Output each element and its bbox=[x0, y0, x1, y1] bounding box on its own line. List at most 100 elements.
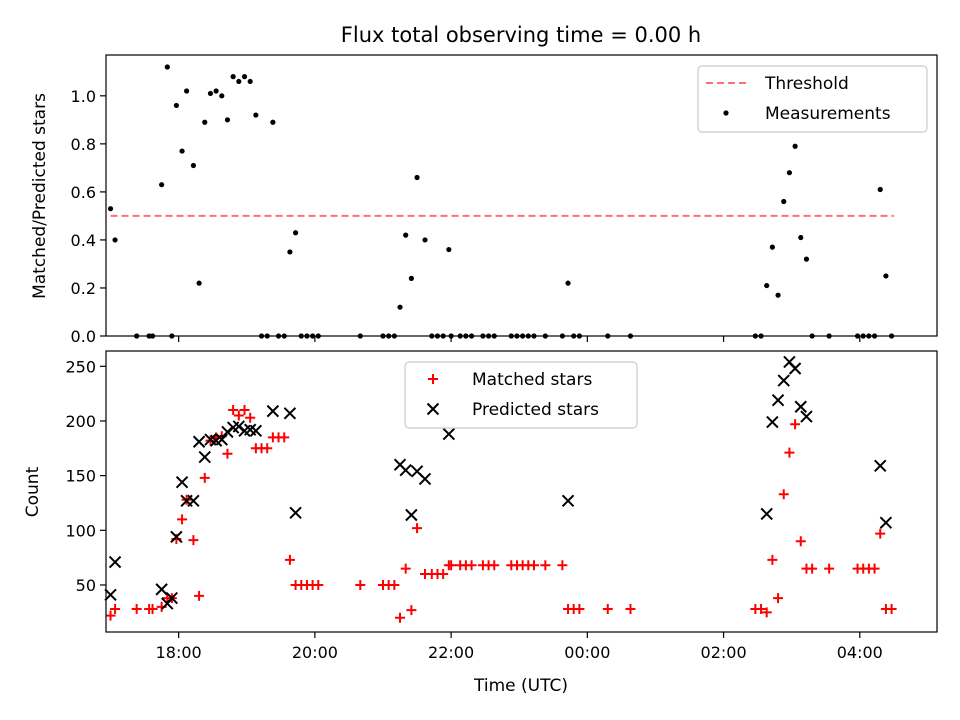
data-point bbox=[284, 554, 295, 565]
y-tick-label: 0.8 bbox=[71, 135, 96, 154]
data-point bbox=[184, 88, 190, 94]
data-point bbox=[313, 579, 324, 590]
x-tick-label: 18:00 bbox=[156, 643, 202, 662]
bottom-y-axis-label: Count bbox=[23, 466, 43, 517]
data-point bbox=[775, 292, 781, 298]
y-tick-label: 0.4 bbox=[71, 231, 96, 250]
data-point bbox=[406, 605, 417, 616]
data-point bbox=[489, 560, 500, 571]
data-point bbox=[414, 174, 420, 181]
data-point bbox=[196, 280, 202, 286]
data-point bbox=[790, 419, 801, 430]
bottom-panel: 18:00 20:00 22:00 00:00 02:00 04:00 50 100 150 20… bbox=[23, 350, 938, 662]
data-point bbox=[283, 407, 297, 420]
top-legend: Threshold Measurements bbox=[697, 65, 928, 133]
data-point bbox=[408, 275, 414, 281]
data-point bbox=[773, 593, 784, 604]
data-point bbox=[108, 555, 122, 569]
data-point bbox=[179, 148, 185, 154]
data-point bbox=[215, 433, 229, 446]
y-tick-label: 100 bbox=[65, 521, 96, 540]
series-predicted-stars bbox=[104, 355, 893, 610]
data-point bbox=[112, 237, 118, 243]
data-point bbox=[798, 234, 804, 241]
data-point bbox=[190, 162, 197, 169]
data-point bbox=[800, 410, 813, 423]
data-point bbox=[869, 563, 880, 574]
data-point bbox=[403, 232, 409, 238]
data-point bbox=[886, 604, 897, 615]
legend-marker bbox=[426, 402, 440, 416]
data-point bbox=[794, 400, 807, 413]
legend-label: Measurements bbox=[765, 104, 891, 124]
data-point bbox=[442, 427, 456, 441]
data-point bbox=[877, 186, 883, 193]
data-point bbox=[781, 198, 787, 205]
series-matched-stars bbox=[105, 405, 897, 623]
data-point bbox=[540, 560, 551, 571]
data-point bbox=[131, 604, 142, 615]
data-point bbox=[602, 604, 613, 615]
data-point bbox=[262, 443, 273, 454]
data-point bbox=[771, 393, 785, 407]
legend-frame bbox=[404, 361, 638, 429]
x-tick-label: 22:00 bbox=[428, 643, 474, 662]
data-point bbox=[173, 102, 179, 109]
data-point bbox=[233, 410, 244, 421]
x-tick-label: 00:00 bbox=[564, 643, 610, 662]
data-point bbox=[202, 119, 208, 125]
data-point bbox=[792, 143, 798, 149]
y-tick-label: 0.2 bbox=[71, 279, 96, 298]
data-point bbox=[767, 554, 778, 565]
x-axis-label: Time (UTC) bbox=[473, 676, 568, 696]
data-point bbox=[399, 463, 412, 477]
data-point bbox=[289, 506, 302, 520]
data-point bbox=[879, 516, 893, 529]
data-point bbox=[769, 244, 775, 250]
data-point bbox=[874, 459, 887, 473]
data-point bbox=[625, 604, 636, 615]
y-tick-label: 0.6 bbox=[71, 183, 96, 202]
data-point bbox=[236, 78, 242, 85]
data-point bbox=[756, 604, 767, 615]
bottom-axes-frame bbox=[105, 350, 938, 633]
x-tick-label: 02:00 bbox=[701, 643, 747, 662]
legend-label: Matched stars bbox=[472, 370, 592, 390]
data-point bbox=[760, 507, 773, 521]
legend-marker bbox=[428, 374, 438, 384]
data-point bbox=[239, 405, 250, 416]
data-point bbox=[253, 112, 259, 118]
y-tick-label: 150 bbox=[65, 467, 96, 486]
data-point bbox=[177, 514, 188, 525]
data-point bbox=[199, 472, 210, 483]
data-point bbox=[187, 494, 200, 508]
data-point bbox=[188, 535, 199, 546]
data-point bbox=[883, 273, 889, 279]
legend-label: Predicted stars bbox=[472, 400, 599, 420]
data-point bbox=[279, 432, 290, 443]
data-point bbox=[565, 280, 571, 286]
data-point bbox=[412, 523, 423, 534]
data-point bbox=[213, 88, 219, 94]
data-point bbox=[287, 249, 293, 255]
data-point bbox=[164, 64, 170, 70]
data-point bbox=[788, 362, 802, 375]
data-point bbox=[266, 404, 280, 418]
data-point bbox=[107, 206, 114, 212]
data-point bbox=[438, 569, 449, 580]
data-point bbox=[446, 246, 452, 253]
top-y-axis-label: Matched/Predicted stars bbox=[30, 93, 50, 299]
data-point bbox=[228, 405, 239, 416]
legend-marker bbox=[723, 110, 729, 116]
data-point bbox=[159, 182, 165, 188]
data-point bbox=[194, 590, 205, 601]
data-point bbox=[198, 450, 211, 464]
data-point bbox=[795, 536, 806, 547]
data-point bbox=[105, 610, 116, 621]
data-point bbox=[561, 494, 575, 508]
data-point bbox=[389, 579, 400, 590]
y-tick-label: 200 bbox=[65, 412, 96, 431]
data-point bbox=[230, 74, 236, 80]
data-point bbox=[784, 447, 795, 458]
top-axes-frame bbox=[105, 54, 938, 337]
